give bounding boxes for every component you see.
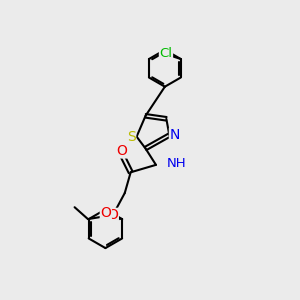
Text: Cl: Cl <box>160 46 172 60</box>
Text: O: O <box>116 144 127 158</box>
Text: O: O <box>100 206 111 220</box>
Text: S: S <box>127 130 136 144</box>
Text: O: O <box>107 208 118 222</box>
Text: NH: NH <box>166 157 186 170</box>
Text: N: N <box>169 128 180 142</box>
